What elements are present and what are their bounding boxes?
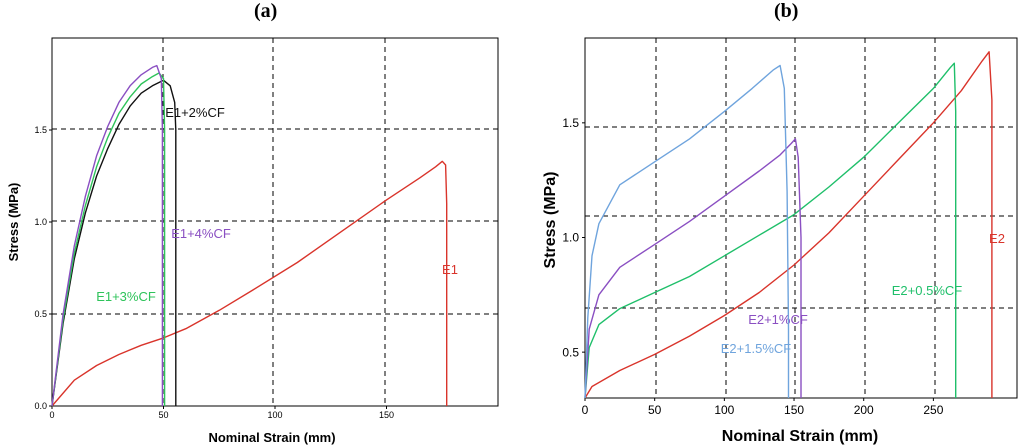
series-label-e1-4-cf: E1+4%CF <box>171 226 231 241</box>
series-label-e1-3-cf: E1+3%CF <box>96 289 156 304</box>
panel-label-a: (a) <box>254 0 278 22</box>
series-line-e2-0-5-cf <box>584 62 957 399</box>
x-tick-label: 50 <box>648 403 662 417</box>
chart-panel-b: 0 50 100 150 200 250 0.5 1.0 1.5 Nominal Strain (… <box>542 37 1018 445</box>
y-tick-label: 1.5 <box>34 125 47 135</box>
series-label-e1-2-cf: E1+2%CF <box>165 105 225 120</box>
series-line-e1 <box>51 160 448 407</box>
y-axis-title: Stress (MPa) <box>542 172 559 269</box>
y-tick-label: 1.0 <box>34 217 47 227</box>
series-line-e1-2-cf <box>51 79 177 407</box>
series-label-e2-0-5-cf: E2+0.5%CF <box>892 283 963 298</box>
series-line-e1-3-cf <box>51 72 166 407</box>
series-line-e2-1-5-cf <box>584 64 790 399</box>
series-line-e2-1-cf <box>584 138 802 399</box>
panel-label-b: (b) <box>774 0 799 22</box>
series-label-e2-1-5-cf: E2+1.5%CF <box>721 341 792 356</box>
y-tick-label: 1.0 <box>562 231 579 245</box>
x-tick-label: 50 <box>158 410 168 420</box>
x-tick-label: 150 <box>784 403 804 417</box>
x-tick-label: 100 <box>267 410 282 420</box>
x-tick-label: 0 <box>49 410 54 420</box>
series-line-e1-4-cf <box>51 64 164 407</box>
x-tick-label: 250 <box>923 403 943 417</box>
series-label-e1: E1 <box>442 262 458 277</box>
y-tick-label: 0.0 <box>34 401 47 411</box>
y-tick-label: 0.5 <box>562 345 579 359</box>
y-axis-title: Stress (MPa) <box>6 183 21 262</box>
series-label-e2-1-cf: E2+1%CF <box>748 312 808 327</box>
x-tick-label: 0 <box>582 403 589 417</box>
y-tick-label: 0.5 <box>34 309 47 319</box>
plot-frame <box>51 37 499 407</box>
series-label-e2: E2 <box>989 231 1005 246</box>
chart-panel-a: 0 50 100 150 0.0 0.5 1.0 1.5 Nominal Strain (mm)… <box>6 37 499 445</box>
y-tick-label: 1.5 <box>562 116 579 130</box>
x-tick-label: 150 <box>379 410 394 420</box>
x-tick-label: 100 <box>714 403 734 417</box>
series-line-e2 <box>584 51 993 399</box>
x-axis-title: Nominal Strain (mm) <box>722 428 878 445</box>
x-tick-label: 200 <box>854 403 874 417</box>
x-axis-title: Nominal Strain (mm) <box>208 430 335 445</box>
